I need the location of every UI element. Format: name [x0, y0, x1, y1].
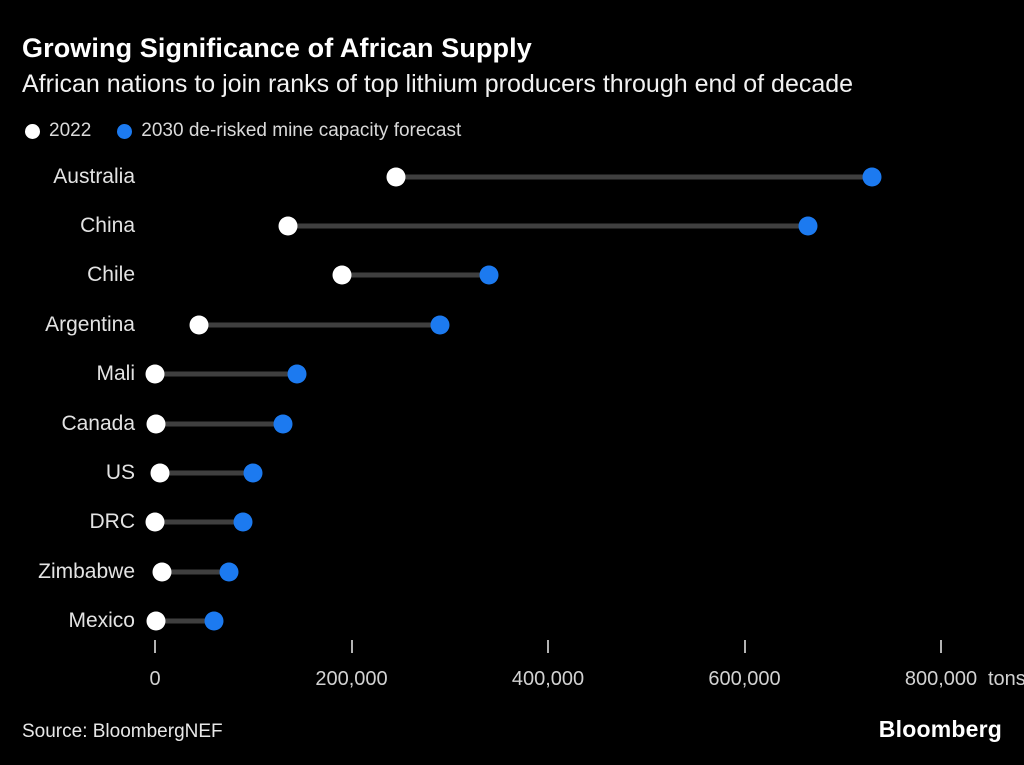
- chart-row-drc: DRC: [0, 498, 1024, 547]
- row-track: [150, 448, 941, 497]
- source-attribution: Source: BloombergNEF: [22, 721, 223, 742]
- legend-dot-2030-icon: [117, 123, 133, 139]
- row-track: [146, 597, 941, 646]
- connector-line: [395, 174, 873, 179]
- chart-row-mali: Mali: [0, 350, 1024, 399]
- legend-label-2030: 2030 de-risked mine capacity forecast: [141, 120, 462, 141]
- dot-2022: [278, 216, 298, 236]
- connector-line: [161, 569, 229, 575]
- row-track: [155, 251, 941, 300]
- row-track: [145, 350, 941, 399]
- dot-2030: [430, 315, 450, 335]
- row-track: [155, 300, 941, 349]
- connector-line: [287, 223, 809, 229]
- chart-row-zimbabwe: Zimbabwe: [0, 547, 1024, 596]
- chart-subtitle: African nations to join ranks of top lit…: [22, 70, 854, 98]
- x-axis-tick-label: 600,000: [708, 668, 781, 690]
- category-label: Canada: [61, 411, 135, 435]
- x-axis-tick: [154, 640, 156, 653]
- bloomberg-logo: Bloomberg: [878, 716, 1002, 742]
- dot-2022: [189, 315, 209, 335]
- row-track: [146, 399, 941, 448]
- dot-2022: [152, 562, 172, 582]
- x-axis-tick: [350, 640, 353, 653]
- legend: 2022 2030 de-risked mine capacity foreca…: [25, 120, 461, 142]
- dot-2030: [243, 463, 263, 483]
- row-track: [155, 152, 941, 201]
- category-label: Chile: [87, 263, 135, 287]
- dot-2030: [233, 512, 253, 532]
- chart-row-argentina: Argentina: [0, 300, 1024, 349]
- x-axis: tons 0 200,000 400,000 600,000 800,000: [149, 638, 1024, 708]
- category-label: Argentina: [45, 312, 135, 336]
- x-axis-unit-label: tons: [988, 668, 1024, 690]
- row-track: [145, 498, 941, 547]
- category-label: US: [105, 460, 135, 484]
- legend-label-2022: 2022: [49, 120, 92, 141]
- connector-line: [341, 272, 490, 278]
- dot-2022: [146, 611, 166, 631]
- dot-2022: [332, 265, 352, 285]
- x-axis-tick: [547, 640, 549, 653]
- chart-row-australia: Australia: [0, 152, 1024, 201]
- category-label: Zimbabwe: [38, 559, 135, 583]
- connector-line: [155, 519, 244, 525]
- dot-2030: [287, 364, 307, 384]
- dot-2030: [273, 414, 293, 433]
- connector-line: [155, 371, 298, 377]
- legend-dot-2022-icon: [25, 123, 40, 139]
- dot-2030: [204, 611, 224, 631]
- dot-2030: [798, 216, 818, 236]
- dot-2022: [145, 364, 165, 384]
- x-axis-tick: [743, 640, 746, 653]
- connector-line: [155, 421, 283, 426]
- row-track: [152, 547, 941, 596]
- row-track: [155, 201, 941, 250]
- dot-2022: [145, 512, 165, 532]
- chart-row-chile: Chile: [0, 251, 1024, 300]
- category-label: China: [80, 213, 135, 237]
- dumbbell-chart: Australia China Chile Argentina Mali Canada US…: [0, 152, 1024, 646]
- chart-row-us: US: [0, 448, 1024, 497]
- x-axis-tick-label: 400,000: [511, 668, 585, 690]
- dot-2030: [479, 265, 499, 285]
- category-label: Australia: [53, 164, 135, 188]
- chart-row-china: China: [0, 201, 1024, 250]
- connector-line: [155, 618, 214, 624]
- dot-2022: [146, 414, 166, 433]
- x-axis-tick-label: 0: [149, 668, 161, 690]
- category-label: DRC: [89, 510, 136, 534]
- dot-2022: [386, 167, 406, 186]
- connector-line: [199, 322, 440, 328]
- x-axis-tick-label: 800,000: [904, 668, 978, 690]
- x-axis-tick-label: 200,000: [315, 668, 388, 690]
- legend-item-2030: 2030 de-risked mine capacity forecast: [117, 120, 461, 142]
- chart-row-canada: Canada: [0, 399, 1024, 448]
- dot-2030: [862, 167, 882, 186]
- dot-2022: [150, 463, 170, 483]
- chart-row-mexico: Mexico: [0, 597, 1024, 646]
- connector-line: [159, 470, 254, 476]
- dot-2030: [219, 562, 239, 582]
- category-label: Mali: [96, 362, 135, 386]
- x-axis-tick: [940, 640, 942, 653]
- chart-title: Growing Significance of African Supply: [22, 33, 532, 63]
- category-label: Mexico: [68, 609, 135, 633]
- legend-item-2022: 2022: [25, 120, 91, 142]
